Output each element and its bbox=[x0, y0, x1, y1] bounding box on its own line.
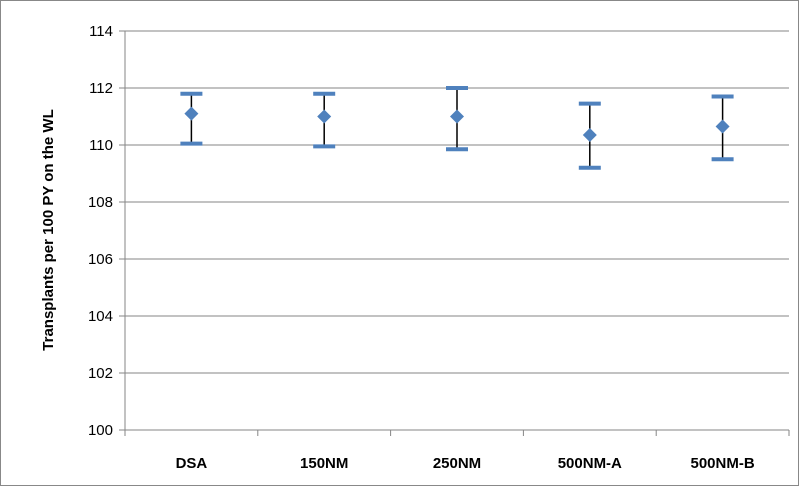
x-category-labels: DSA 150NM 250NM 500NM-A 500NM-B bbox=[176, 455, 755, 472]
y-tick-label: 100 bbox=[88, 422, 113, 439]
data-points bbox=[184, 106, 730, 143]
y-tick-label: 108 bbox=[88, 194, 113, 211]
data-point-diamond bbox=[184, 106, 199, 121]
y-tick-label: 114 bbox=[89, 23, 113, 40]
data-point-diamond bbox=[582, 128, 597, 143]
y-tick-label: 112 bbox=[89, 80, 113, 97]
x-category-label: 500NM-A bbox=[558, 455, 622, 472]
x-category-label: 250NM bbox=[433, 455, 481, 472]
data-point-diamond bbox=[317, 109, 332, 124]
x-category-label: 150NM bbox=[300, 455, 348, 472]
x-category-label: DSA bbox=[176, 455, 208, 472]
x-category-label: 500NM-B bbox=[691, 455, 755, 472]
y-tick-label: 106 bbox=[88, 251, 113, 268]
error-bars bbox=[180, 86, 734, 170]
data-point-diamond bbox=[450, 109, 464, 124]
gridlines bbox=[125, 30, 789, 374]
axes bbox=[119, 30, 790, 436]
y-tick-labels: 100 102 104 106 108 110 112 114 bbox=[88, 23, 113, 439]
y-tick-label: 104 bbox=[88, 308, 113, 325]
y-tick-label: 110 bbox=[89, 137, 113, 154]
y-axis-title: Transplants per 100 PY on the WL bbox=[40, 109, 57, 350]
y-tick-label: 102 bbox=[88, 365, 113, 382]
data-point-diamond bbox=[715, 119, 730, 134]
